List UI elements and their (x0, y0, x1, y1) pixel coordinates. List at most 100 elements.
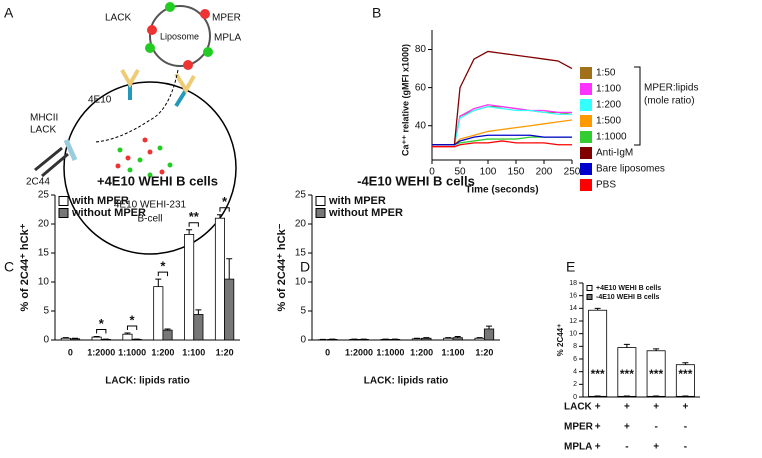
legend-label: 1:1000 (596, 132, 627, 143)
lack-dot (147, 25, 157, 35)
error-bar (124, 332, 131, 335)
y-tick-label: 14 (569, 305, 577, 312)
y-axis-label: % 2C44⁺ (556, 324, 565, 357)
bar (60, 337, 71, 341)
table-cell: - (625, 442, 628, 453)
error-bar (445, 337, 452, 339)
diagram-label: 4E10 WEHI-231 (114, 200, 187, 211)
x-tick-label: 150 (508, 167, 525, 178)
legend-label: 1:50 (596, 68, 616, 79)
lack-dot (183, 60, 193, 70)
y-tick-label: 2 (573, 381, 577, 388)
y-tick-label: 20 (38, 219, 50, 230)
legend-swatch (580, 163, 592, 175)
x-tick-label: 1:2000 (87, 347, 115, 357)
x-tick-label: 1:20 (475, 347, 493, 357)
y-axis-label: % of 2C44⁺ hCk⁺ (19, 223, 31, 311)
x-axis-label: LACK: lipids ratio (364, 376, 448, 387)
x-tick-label: 1:100 (182, 347, 205, 357)
error-bar (682, 362, 689, 365)
y-tick-label: 80 (415, 44, 427, 55)
y-tick-label: 0 (43, 335, 49, 346)
legend-label: +4E10 WEHI B cells (596, 285, 661, 292)
legend-swatch (580, 179, 592, 191)
table-cell: + (653, 402, 659, 413)
y-tick-label: 0 (300, 335, 306, 346)
legend-label: Bare liposomes (596, 164, 665, 175)
significance-mark: ** (189, 209, 200, 224)
legend-bracket (634, 66, 641, 146)
mper-dot (145, 43, 155, 53)
y-tick-label: 20 (295, 219, 307, 230)
legend-swatch (586, 285, 593, 291)
series-line (432, 134, 572, 146)
legend-label: PBS (596, 180, 616, 191)
x-tick-label: 250 (564, 167, 581, 178)
x-tick-label: 1:200 (151, 347, 174, 357)
y-tick-label: 5 (300, 306, 306, 317)
x-tick-label: 0 (429, 167, 435, 178)
bar (91, 336, 102, 341)
arrow (94, 69, 179, 143)
panel-label: A (4, 5, 14, 21)
bar (122, 333, 133, 341)
table-cell: - (684, 422, 687, 433)
error-bar (623, 343, 630, 348)
x-tick-label: 50 (454, 167, 466, 178)
bar (153, 286, 164, 341)
chart-title: +4E10 WEHI B cells (97, 173, 218, 188)
table-row-label: MPER (564, 422, 594, 433)
diagram-label: 2C44 (26, 177, 50, 188)
legend-label: 1:200 (596, 100, 621, 111)
diagram: LACK MPER Liposome MPLA 4E10 MHCII LACK … (26, 2, 242, 255)
bar (224, 278, 235, 341)
significance-mark: * (160, 259, 166, 274)
error-bar (195, 309, 202, 315)
legend-swatch (315, 208, 326, 218)
x-tick-label: 1:1000 (118, 347, 146, 357)
y-tick-label: 5 (43, 306, 49, 317)
panel-label: D (300, 259, 310, 275)
cell (63, 81, 237, 255)
error-bar (93, 336, 100, 338)
significance-bracket (157, 271, 169, 277)
table-cell: - (654, 422, 657, 433)
legend-label: 1:500 (596, 116, 621, 127)
tcr (34, 146, 69, 178)
y-tick-label: 15 (295, 248, 307, 259)
y-tick-label: 25 (38, 190, 50, 201)
bar (162, 329, 173, 341)
error-bar (454, 336, 461, 338)
x-tick-label: 0 (68, 347, 73, 357)
diagram-label: LACK (30, 125, 56, 136)
panel-label: E (566, 259, 575, 275)
table-cell: + (595, 442, 601, 453)
error-bar (486, 325, 493, 329)
significance-bracket (188, 222, 199, 227)
panel-label: C (4, 259, 14, 275)
legend-swatch (580, 131, 592, 143)
error-bar (72, 337, 79, 339)
y-tick-label: 0 (573, 394, 577, 401)
liposome (149, 5, 211, 67)
chart-title: -4E10 WEHI B cells (357, 173, 475, 188)
legend-swatch (58, 196, 69, 206)
significance-bracket (126, 325, 138, 331)
antibody-shape (120, 69, 196, 94)
legend-label: with MPER (328, 195, 386, 207)
x-tick-label: 1:1000 (376, 347, 404, 357)
table-cell: + (595, 422, 601, 433)
legend-label: -4E10 WEHI B cells (596, 294, 660, 301)
annotation: *** (649, 367, 663, 381)
y-tick-label: 16 (569, 293, 577, 300)
error-bar (164, 328, 171, 331)
y-axis-label: % of 2C44⁺ hCk⁻ (276, 223, 288, 311)
bar (411, 338, 423, 341)
error-bar (62, 337, 69, 339)
legend-swatch (580, 99, 592, 111)
x-axis-label: Time (seconds) (465, 185, 538, 196)
bar (193, 314, 204, 341)
legend-label: with MPER (71, 195, 129, 207)
table-cell: + (595, 402, 601, 413)
